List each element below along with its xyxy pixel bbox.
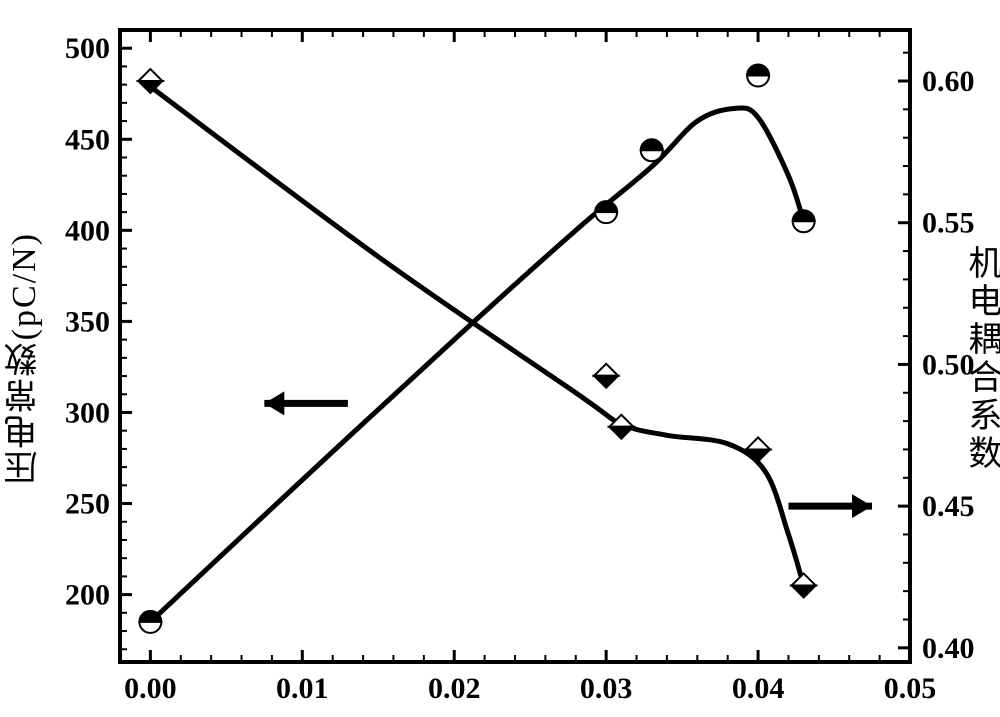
- yl-tick-label: 350: [65, 305, 110, 338]
- x-tick-label: 0.01: [276, 672, 329, 705]
- yl-tick-label: 200: [65, 579, 110, 612]
- yl-tick-label: 500: [65, 32, 110, 65]
- left-marker: [139, 611, 161, 633]
- left-marker: [641, 139, 663, 161]
- x-tick-label: 0.03: [580, 672, 633, 705]
- left-arrow-icon: [264, 391, 348, 415]
- left-marker: [747, 65, 769, 87]
- yl-tick-label: 300: [65, 396, 110, 429]
- left-marker: [595, 201, 617, 223]
- yl-tick-label: 450: [65, 123, 110, 156]
- chart-svg: 0.00 0.01 0.02 0.03 0.04 0.05 200 250 300 350 400 4…: [0, 0, 1000, 717]
- yl-tick-label: 250: [65, 488, 110, 521]
- y-right-axis-label: 机电耦合系数: [964, 0, 998, 717]
- right-marker: [138, 69, 162, 93]
- plot-frame: [120, 30, 910, 662]
- x-tick-label: 0.05: [884, 672, 937, 705]
- right-marker: [594, 364, 618, 388]
- left-series-line: [150, 108, 803, 622]
- y-left-label-text: 压电常数(pC/N): [6, 232, 43, 484]
- right-marker: [792, 573, 816, 597]
- y-left-axis-label: 压电常数(pC/N): [8, 0, 42, 717]
- right-arrow-icon: [788, 494, 872, 518]
- x-tick-label: 0.00: [124, 672, 177, 705]
- left-marker: [793, 210, 815, 232]
- chart-container: 0.00 0.01 0.02 0.03 0.04 0.05 200 250 300 350 400 4…: [0, 0, 1000, 717]
- y-right-label-text: 机电耦合系数: [963, 245, 1000, 473]
- yl-tick-label: 400: [65, 214, 110, 247]
- x-tick-label: 0.02: [428, 672, 481, 705]
- right-series-line: [150, 87, 803, 586]
- x-tick-label: 0.04: [732, 672, 785, 705]
